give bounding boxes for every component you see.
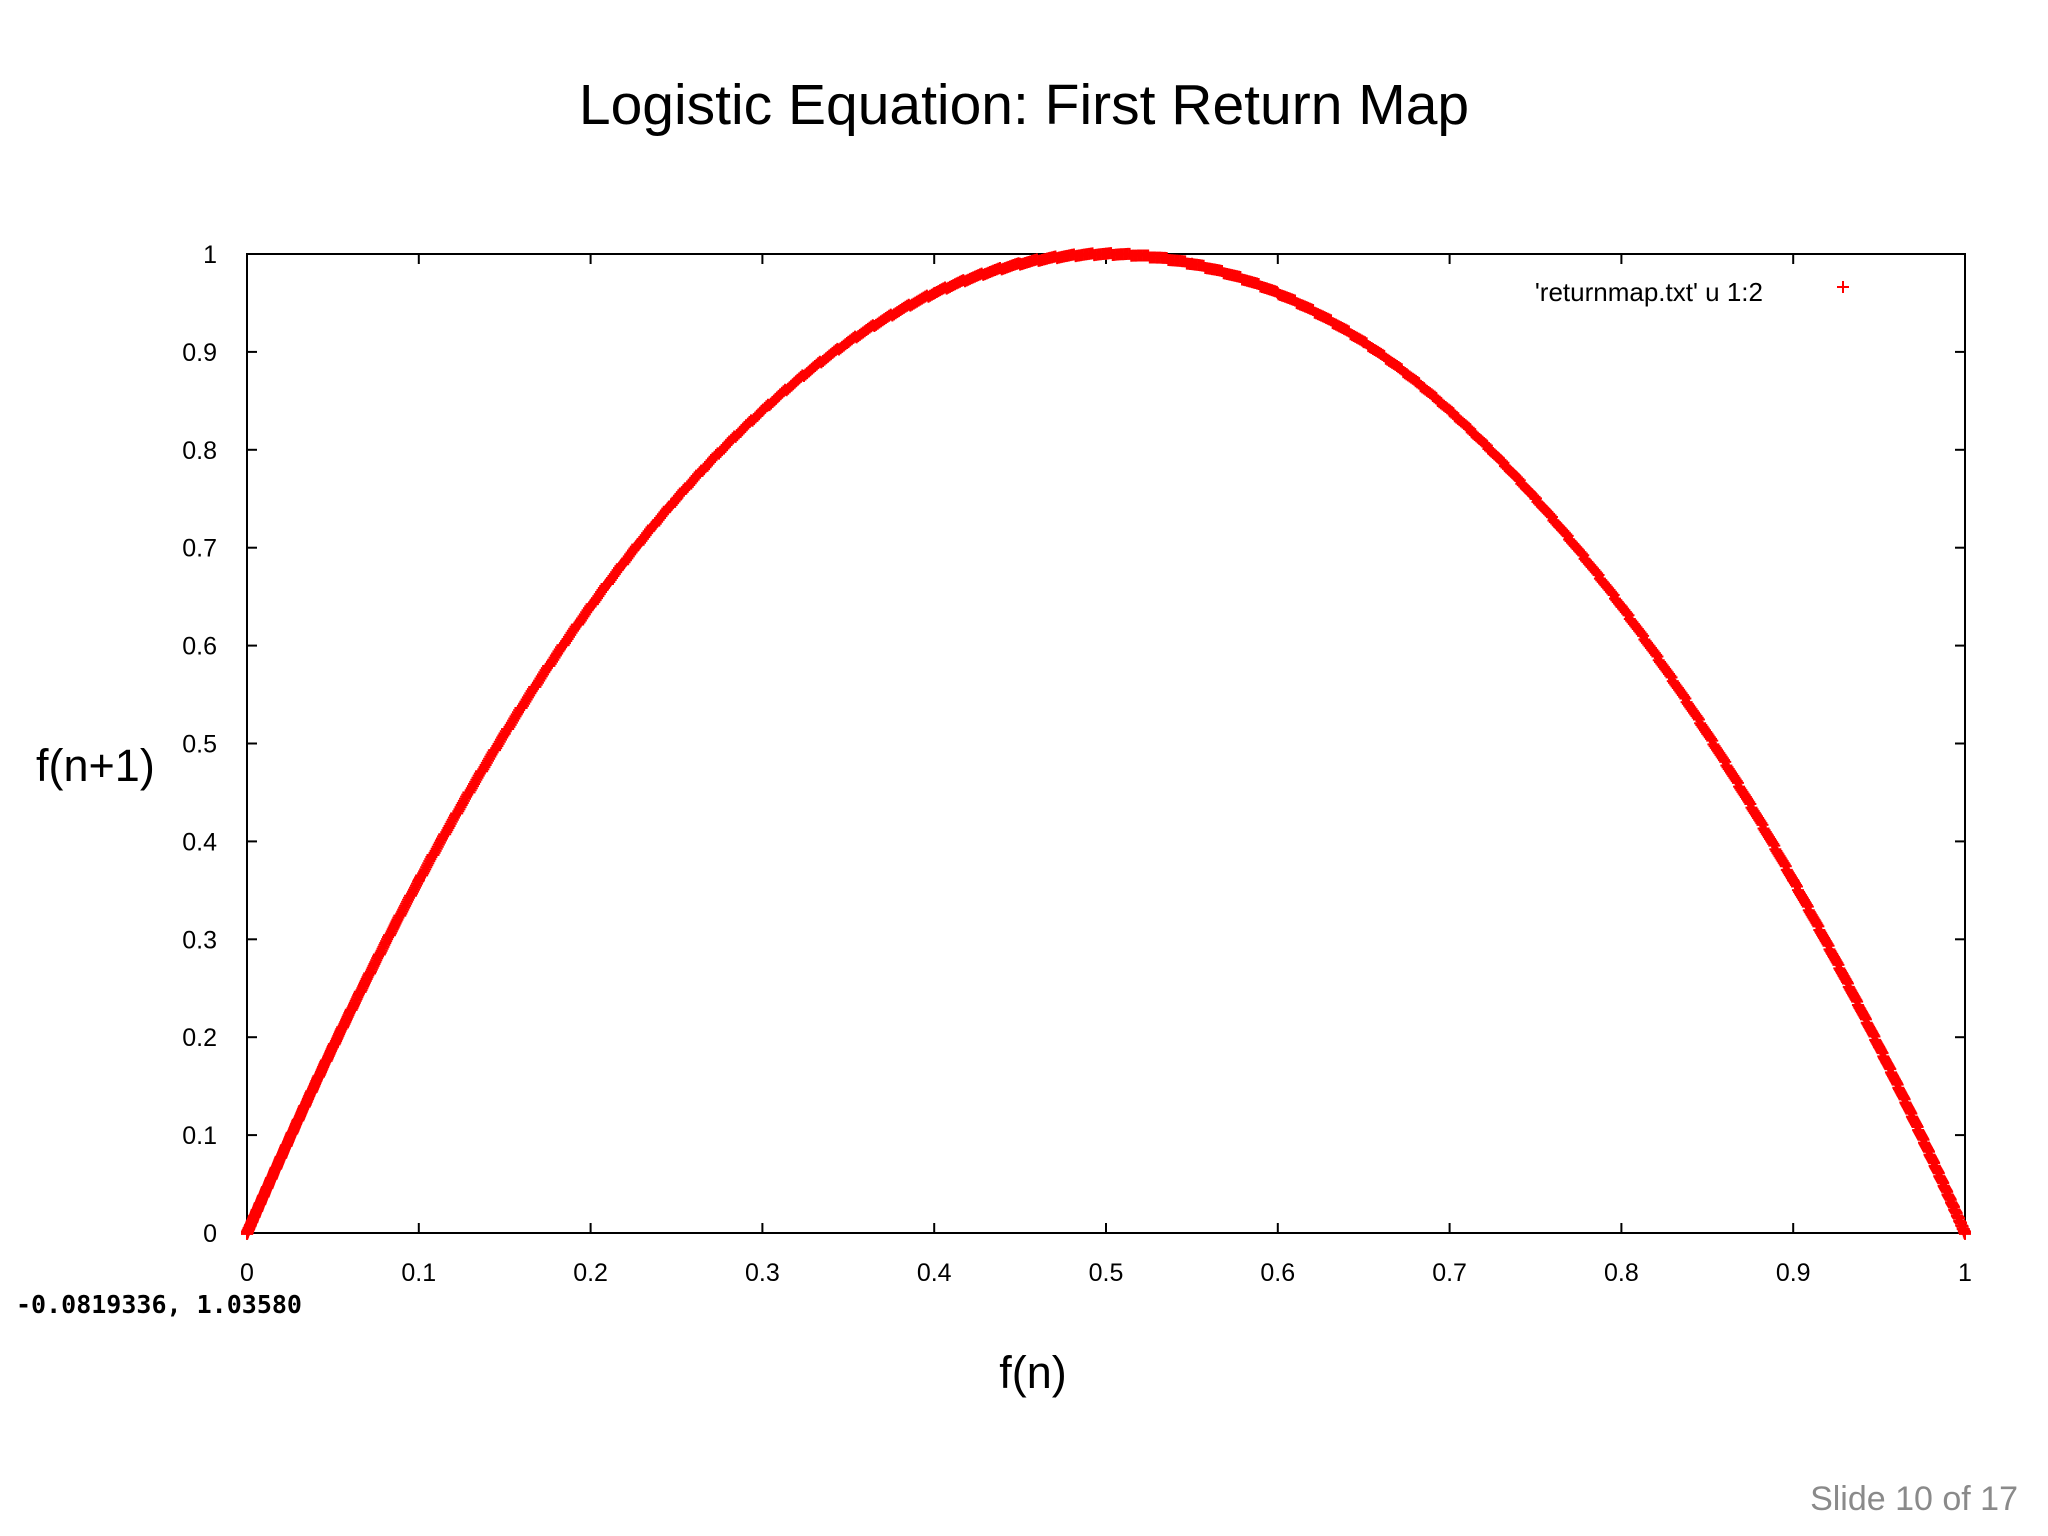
data-point <box>1635 628 1648 641</box>
y-tick-label: 0.5 <box>182 731 217 759</box>
x-tick-label: 0 <box>240 1259 254 1287</box>
x-tick-label: 0.9 <box>1776 1259 1811 1287</box>
data-point <box>1621 607 1634 620</box>
data-point <box>1575 547 1588 560</box>
legend-marker-icon <box>1837 281 1849 293</box>
y-tick-label: 0.2 <box>182 1024 217 1052</box>
legend-label: 'returnmap.txt' u 1:2 <box>1535 277 1763 307</box>
x-tick-label: 0.8 <box>1604 1259 1639 1287</box>
slide-counter: Slide 10 of 17 <box>1810 1480 2018 1518</box>
data-point <box>1544 509 1557 522</box>
y-tick-label: 1 <box>203 241 217 269</box>
plot-frame <box>246 253 1966 1234</box>
data-point <box>1701 727 1714 740</box>
slide-title: Logistic Equation: First Return Map <box>578 73 1470 137</box>
data-point <box>241 1227 253 1239</box>
y-tick-label: 0.7 <box>182 535 217 563</box>
data-point <box>1591 567 1604 580</box>
legend-marker <box>1837 281 1849 293</box>
legend: 'returnmap.txt' u 1:2 <box>1535 277 1849 307</box>
data-point <box>1664 669 1677 682</box>
data-point <box>498 727 511 740</box>
data-point <box>1718 754 1731 767</box>
data-point <box>1755 817 1768 830</box>
y-tick-label: 0.4 <box>182 828 217 856</box>
x-tick-label: 0.2 <box>573 1259 608 1287</box>
x-tick-label: 0.5 <box>1089 1259 1124 1287</box>
data-point <box>1443 404 1456 417</box>
data-point <box>1743 796 1756 809</box>
data-point <box>1778 858 1791 871</box>
data-point <box>1615 600 1628 613</box>
data-point <box>1691 711 1704 724</box>
data-point <box>756 404 769 417</box>
data-point <box>1606 587 1619 600</box>
data-point <box>928 287 941 300</box>
data-point <box>1510 471 1523 484</box>
data-point <box>1100 248 1112 260</box>
data-point <box>1650 648 1663 661</box>
data-point <box>1730 775 1743 788</box>
x-axis-label: f(n) <box>999 1347 1067 1398</box>
axis-ticks: 0 0.1 0.2 0.3 0.4 0.5 0.6 0.7 0.8 0.9 1 0 0.1 0.2 0.3 0… <box>182 241 1972 1287</box>
x-tick-label: 0.3 <box>745 1259 780 1287</box>
y-tick-label: 0.1 <box>182 1122 217 1150</box>
data-point <box>1787 874 1800 887</box>
scatter-series <box>241 247 1971 1240</box>
y-tick-label: 0.9 <box>182 339 217 367</box>
data-point <box>670 492 683 505</box>
data-point <box>1767 837 1780 850</box>
y-tick-label: 0.8 <box>182 437 217 465</box>
data-point <box>1959 1227 1971 1239</box>
x-tick-label: 1 <box>1958 1259 1972 1287</box>
data-point <box>275 1150 288 1163</box>
data-point <box>1678 690 1691 703</box>
data-point <box>842 336 855 349</box>
data-point <box>1873 1040 1886 1053</box>
y-axis-label: f(n+1) <box>36 740 155 791</box>
data-point <box>1271 287 1284 300</box>
y-tick-label: 0.6 <box>182 633 217 661</box>
y-tick-label: 0.3 <box>182 926 217 954</box>
data-point <box>1185 257 1198 270</box>
data-point <box>1560 528 1573 541</box>
data-point <box>1529 492 1542 505</box>
data-point <box>412 874 425 887</box>
x-tick-label: 0.1 <box>401 1259 436 1287</box>
data-point <box>1494 453 1507 466</box>
x-tick-label: 0.6 <box>1260 1259 1295 1287</box>
data-point <box>326 1040 339 1053</box>
data-point <box>1014 257 1027 270</box>
x-tick-label: 0.4 <box>917 1259 952 1287</box>
data-point <box>584 600 597 613</box>
coordinate-readout: -0.0819336, 1.03580 <box>16 1290 302 1319</box>
y-tick-label: 0 <box>203 1220 217 1248</box>
x-tick-label: 0.7 <box>1432 1259 1467 1287</box>
data-point <box>1357 336 1370 349</box>
data-point <box>1924 1150 1937 1163</box>
